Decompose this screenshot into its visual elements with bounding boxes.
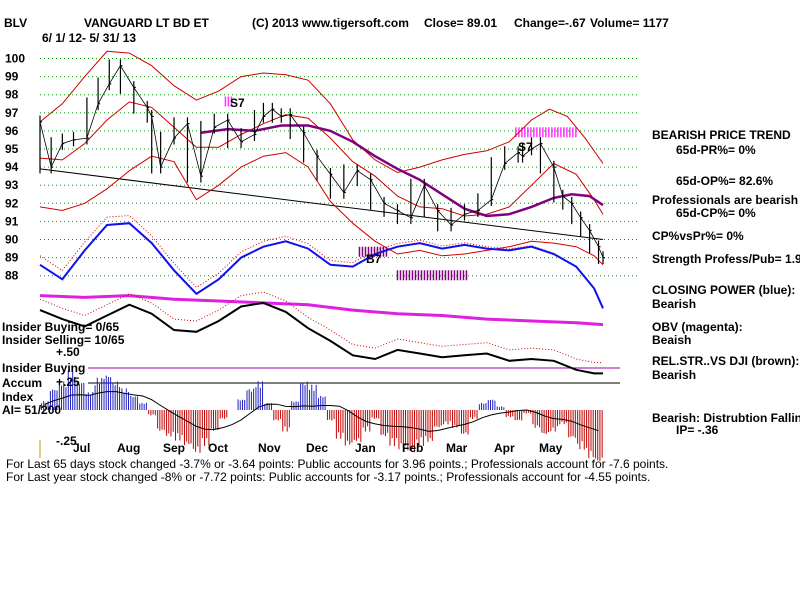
volume-value: Volume= 1177 <box>590 16 669 30</box>
accumulation-histogram <box>40 370 603 461</box>
cp-vs-pr: CP%vsPr%= 0% <box>652 229 744 243</box>
ma21-line <box>39 101 604 217</box>
signal-s7-sell-2: S7 <box>518 140 533 154</box>
pr65-value: 65d-PR%= 0% <box>676 143 756 157</box>
x-tick-aug: Aug <box>117 441 140 455</box>
x-tick-sep: Sep <box>163 441 185 455</box>
x-tick-dec: Dec <box>306 441 328 455</box>
relstr-status: Bearish <box>652 368 697 382</box>
professionals-bearish: Professionals are bearish <box>652 193 799 207</box>
obv-label: OBV (magenta): <box>652 320 743 334</box>
y-tick-99: 99 <box>5 70 19 84</box>
upper-band <box>39 50 604 174</box>
x-tick-apr: Apr <box>494 441 515 455</box>
obv-status: Beaish <box>652 333 692 347</box>
reference-lines <box>39 367 620 458</box>
accum-moving-average <box>44 391 599 432</box>
accum-scale-minus25: -.25 <box>56 434 77 448</box>
closing-power-line <box>39 222 604 309</box>
y-tick-97: 97 <box>5 106 19 120</box>
obv-line <box>39 294 604 327</box>
accum-scale-plus50: +.50 <box>56 345 80 359</box>
x-tick-feb: Feb <box>402 441 423 455</box>
x-tick-mar: Mar <box>446 441 468 455</box>
ip-value: IP= -.36 <box>676 423 719 437</box>
insider-selling-count: Insider Selling= 10/65 <box>2 333 125 347</box>
relstr-ma-line <box>39 291 603 364</box>
y-tick-94: 94 <box>5 160 19 174</box>
y-tick-90: 90 <box>5 233 19 247</box>
y-tick-95: 95 <box>5 142 19 156</box>
y-tick-88: 88 <box>5 269 19 283</box>
signal-s7-sell: S7 <box>230 96 245 110</box>
x-tick-may: May <box>539 441 563 455</box>
y-tick-92: 92 <box>5 196 19 210</box>
copyright: (C) 2013 www.tigersoft.com <box>252 16 409 30</box>
relative-strength-line <box>39 301 603 375</box>
footer-65day-summary: For Last 65 days stock changed -3.7% or … <box>6 457 669 471</box>
grid-lines <box>40 58 640 277</box>
x-tick-jul: Jul <box>73 441 90 455</box>
security-name: VANGUARD LT BD ET <box>84 16 209 30</box>
accum-label: Accum <box>2 376 43 390</box>
y-tick-89: 89 <box>5 251 19 265</box>
signal-markers <box>224 96 577 281</box>
ma65-line <box>200 124 604 218</box>
x-tick-oct: Oct <box>208 441 228 455</box>
y-tick-91: 91 <box>5 214 19 228</box>
x-tick-jan: Jan <box>355 441 376 455</box>
insider-buying-label: Insider Buying <box>2 361 86 375</box>
cp-ma-line <box>39 215 604 309</box>
distribution-status: Bearish: Distrubtion Falling <box>652 411 800 425</box>
date-range: 6/ 1/ 12- 5/ 31/ 13 <box>42 31 137 45</box>
relstr-label: REL.STR..VS DJI (brown): <box>652 354 800 368</box>
index-label: Index <box>2 390 34 404</box>
closing-power-status: Bearish <box>652 297 697 311</box>
y-tick-98: 98 <box>5 88 19 102</box>
support-trendline <box>39 168 604 240</box>
insider-buying-count: Insider Buying= 0/65 <box>2 320 120 334</box>
change-value: Change=-.67 <box>514 16 586 30</box>
strength-ratio: Strength Profess/Pub= 1.9 <box>652 252 800 266</box>
op65-value: 65d-OP%= 82.6% <box>676 174 774 188</box>
accum-scale-plus25: +.25 <box>56 375 80 389</box>
y-tick-96: 96 <box>5 124 19 138</box>
y-tick-93: 93 <box>5 178 19 192</box>
close-value: Close= 89.01 <box>424 16 498 30</box>
lower-band <box>39 152 604 266</box>
x-tick-nov: Nov <box>258 441 281 455</box>
footer-1year-summary: For Last year stock changed -8% or -7.72… <box>6 470 651 484</box>
ai-value: AI= 51/200 <box>2 403 62 417</box>
trend-title: BEARISH PRICE TREND <box>652 128 791 142</box>
indicator-lines <box>39 50 605 432</box>
y-tick-100: 100 <box>5 52 25 66</box>
cp65-value: 65d-CP%= 0% <box>676 206 756 220</box>
axis-ticks: 100 99 98 97 96 95 94 93 92 91 90 89 88 Jul Aug Sep Oct N… <box>5 52 563 456</box>
closing-power-label: CLOSING POWER (blue): <box>652 283 796 297</box>
price-line <box>39 64 604 258</box>
symbol: BLV <box>4 16 28 30</box>
signal-b7-buy: B7 <box>366 252 382 266</box>
